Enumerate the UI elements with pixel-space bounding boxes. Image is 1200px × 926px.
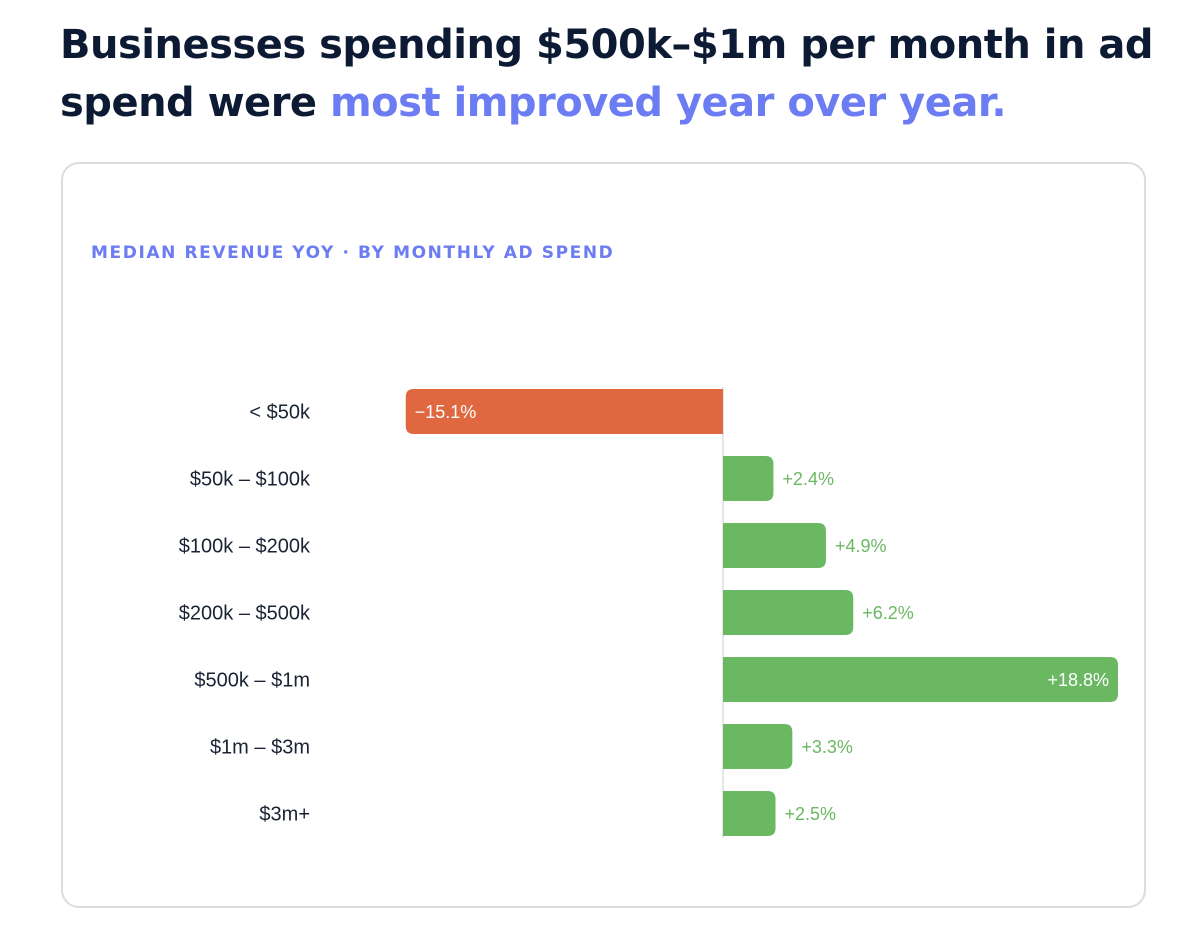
value-label: +2.5% xyxy=(785,804,837,824)
bar-positive xyxy=(723,791,776,836)
chart-card xyxy=(61,162,1146,908)
value-label: −15.1% xyxy=(415,402,477,422)
category-label: < $50k xyxy=(249,402,311,424)
chart-title: MEDIAN REVENUE YOY · BY MONTHLY AD SPEND xyxy=(91,243,615,263)
category-label: $100k – $200k xyxy=(179,536,311,558)
category-label: $200k – $500k xyxy=(179,603,311,625)
headline: Businesses spending $500k–$1m per month … xyxy=(60,16,1170,132)
headline-main: Businesses spending $500k–$1m per month … xyxy=(60,22,1154,126)
value-label: +4.9% xyxy=(835,536,887,556)
bar-positive xyxy=(723,523,826,568)
category-label: $500k – $1m xyxy=(194,670,310,692)
bar-positive xyxy=(723,456,774,501)
value-label: +18.8% xyxy=(1047,670,1109,690)
bar-negative xyxy=(405,389,723,434)
bar-positive xyxy=(723,724,793,769)
bar-positive xyxy=(723,657,1118,702)
value-label: +6.2% xyxy=(862,603,914,623)
category-label: $50k – $100k xyxy=(190,469,311,491)
category-label: $3m+ xyxy=(259,804,310,826)
category-label: $1m – $3m xyxy=(210,737,310,759)
value-label: +3.3% xyxy=(801,737,853,757)
value-label: +2.4% xyxy=(782,469,834,489)
headline-accent: most improved year over year. xyxy=(329,80,1007,126)
bar-positive xyxy=(723,590,854,635)
